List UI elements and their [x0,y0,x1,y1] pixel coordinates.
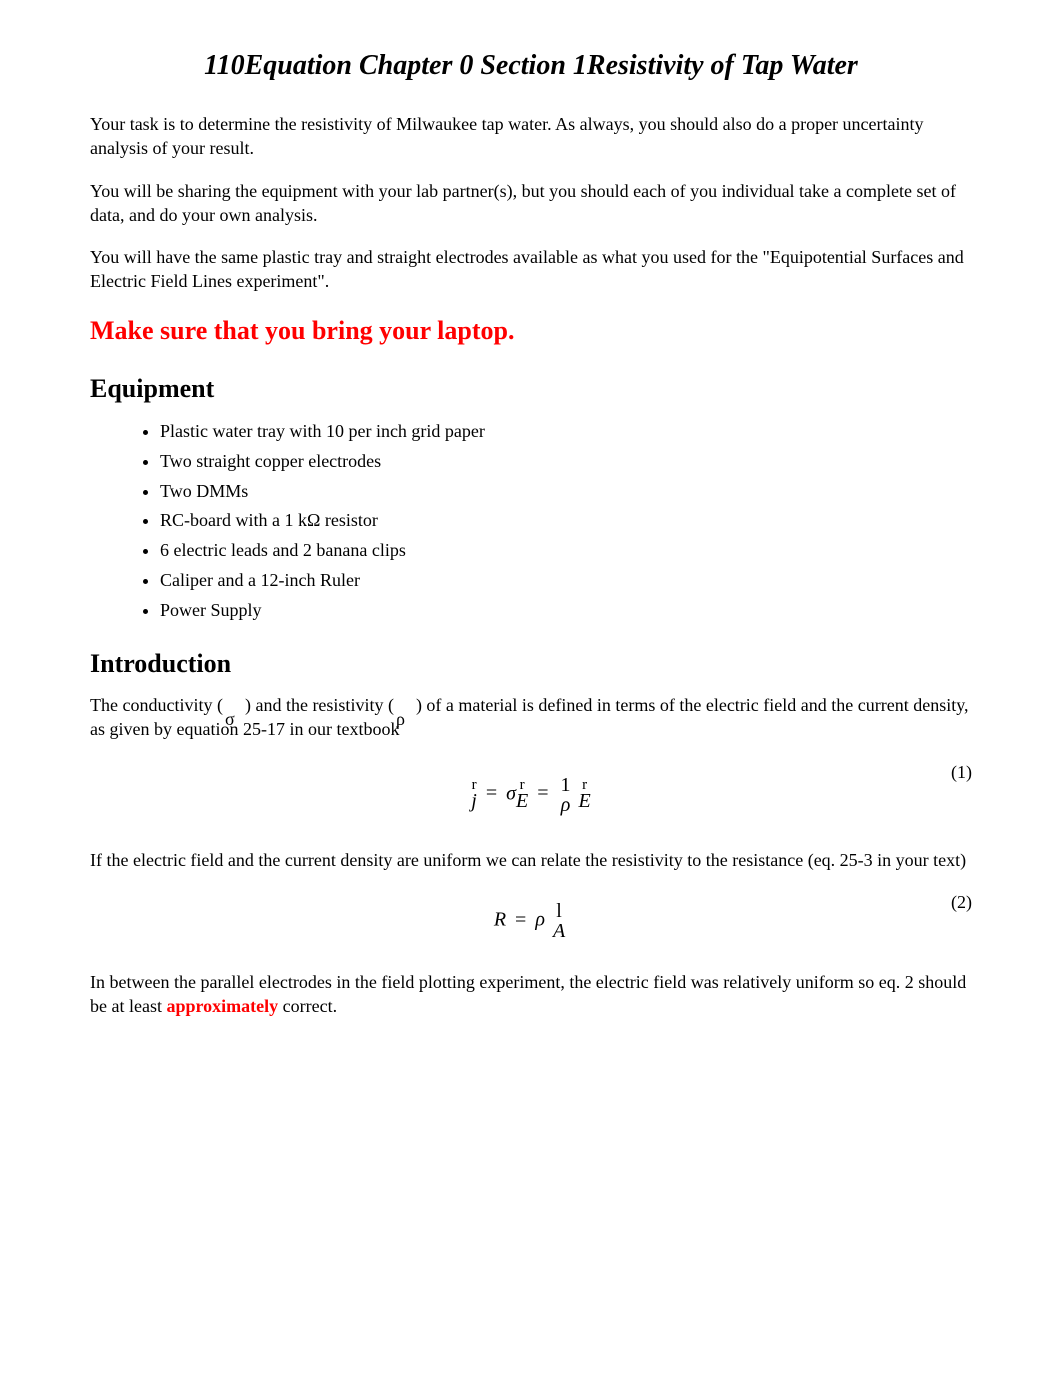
text-fragment: The conductivity ( [90,695,223,715]
equation-number: (2) [951,892,972,913]
equipment-list: Plastic water tray with 10 per inch grid… [90,418,972,625]
sigma-symbol: σ [223,693,245,717]
rho-symbol: ρ [535,909,545,931]
introduction-heading: Introduction [90,649,972,679]
equals-sign: = [486,782,497,804]
list-item: Two straight copper electrodes [160,448,972,476]
intro-definition-para: The conductivity (σ ) and the resistivit… [90,693,972,742]
variable-r: R [494,909,506,931]
list-item: RC-board with a 1 kΩ resistor [160,507,972,535]
rho-symbol: ρ [394,693,416,717]
vector-e: r E [579,778,591,811]
fraction-l-over-a: l A [553,901,565,941]
equation-number: (1) [951,762,972,783]
list-item: Power Supply [160,597,972,625]
equation-1: (1) r j = σ r E = 1 ρ r E [90,760,972,830]
closing-para: In between the parallel electrodes in th… [90,970,972,1019]
text-fragment: ) and the resistivity ( [245,695,394,715]
emphasis-approximately: approximately [166,996,278,1016]
equipment-heading: Equipment [90,374,972,404]
list-item: Two DMMs [160,478,972,506]
intro-para-1: Your task is to determine the resistivit… [90,112,972,161]
page-root: 110Equation Chapter 0 Section 1Resistivi… [0,0,1062,1097]
list-item: Plastic water tray with 10 per inch grid… [160,418,972,446]
page-title: 110Equation Chapter 0 Section 1Resistivi… [90,50,972,82]
sigma-symbol: σ [506,782,516,804]
vector-e: r E [516,778,528,811]
equals-sign: = [537,782,548,804]
fraction-one-over-rho: 1 ρ [561,775,571,815]
equals-sign: = [515,909,526,931]
vector-j: r j [471,778,477,811]
laptop-heading: Make sure that you bring your laptop. [90,316,972,346]
equation-body: R = ρ l A [494,901,568,941]
text-fragment: correct. [278,996,337,1016]
intro-para-2: You will be sharing the equipment with y… [90,179,972,228]
list-item: Caliper and a 12-inch Ruler [160,567,972,595]
uniform-field-para: If the electric field and the current de… [90,848,972,872]
equation-2: (2) R = ρ l A [90,890,972,952]
intro-para-3: You will have the same plastic tray and … [90,245,972,294]
equation-body: r j = σ r E = 1 ρ r E [471,775,590,815]
list-item: 6 electric leads and 2 banana clips [160,537,972,565]
